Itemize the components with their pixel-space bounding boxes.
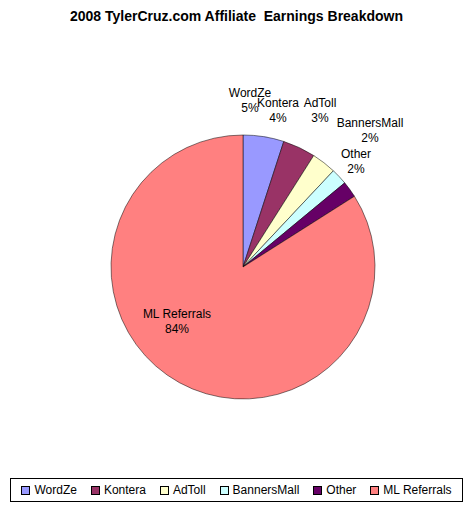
html-text:WordZe: WordZe (34, 483, 77, 497)
svg-text:Kontera4%: Kontera4% (257, 96, 299, 125)
html-text:BannersMall: BannersMall (232, 483, 300, 497)
html-text:Kontera: Kontera (103, 483, 146, 497)
html-text:WordZe: WordZe (228, 86, 272, 100)
svg-text:AdToll3%: AdToll3% (304, 96, 337, 125)
html-text:AdToll: AdToll (172, 483, 206, 497)
html-text:5%: 5% (241, 101, 259, 115)
html-text:2008 TylerCruz.com Affiliate E: 2008 TylerCruz.com Affiliate Earnings Br… (70, 8, 403, 24)
svg-text:ML Referrals84%: ML Referrals84% (143, 307, 211, 336)
html-text:ML Referrals: ML Referrals (383, 483, 452, 497)
svg-text:Other2%: Other2% (341, 147, 371, 176)
svg-text:BannersMall2%: BannersMall2% (337, 116, 404, 145)
html-text:Other: Other (326, 483, 357, 497)
